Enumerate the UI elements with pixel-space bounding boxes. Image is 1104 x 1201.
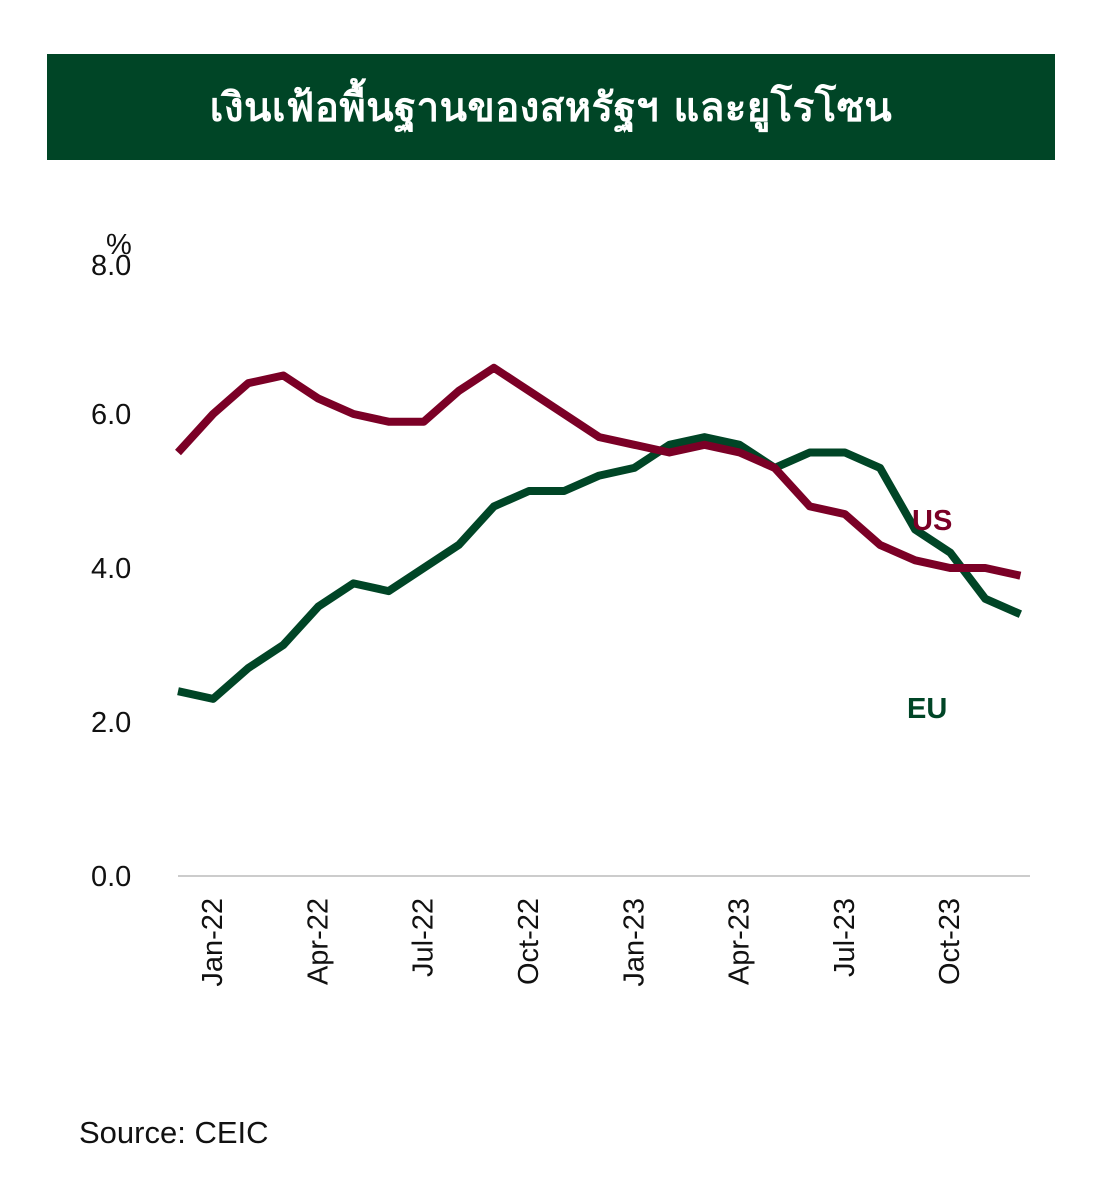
y-tick-label: 2.0	[91, 707, 131, 739]
y-tick-label: 4.0	[91, 553, 131, 585]
x-tick-label: Jul-23	[829, 898, 861, 977]
x-tick-label: Jan-23	[618, 898, 650, 987]
series-lines	[175, 363, 1023, 703]
y-axis-unit-label: %	[106, 229, 132, 261]
x-tick-labels: Jan-22 Apr-22 Jul-22 Oct-22 Jan-23 Apr-23 Jul-…	[197, 898, 966, 987]
y-tick-label: 6.0	[91, 399, 131, 431]
x-tick-label: Apr-23	[724, 898, 756, 985]
title-banner: เงินเฟ้อพื้นฐานของสหรัฐฯ และยูโรโซน	[47, 54, 1055, 160]
series-label-us: US	[912, 505, 952, 537]
series-label-eu: EU	[907, 693, 947, 725]
x-tick-label: Oct-22	[513, 898, 545, 985]
source-note: Source: CEIC	[79, 1115, 269, 1150]
x-tick-label: Apr-22	[302, 898, 334, 985]
x-tick-label: Jan-22	[197, 898, 229, 987]
y-tick-labels: 0.0 2.0 4.0 6.0 8.0	[91, 250, 131, 893]
y-tick-label: 0.0	[91, 861, 131, 893]
x-tick-label: Oct-23	[934, 898, 966, 985]
eu-line	[177, 433, 1023, 703]
x-tick-label: Jul-22	[408, 898, 440, 977]
us-line	[175, 363, 1022, 580]
chart-title: เงินเฟ้อพื้นฐานของสหรัฐฯ และยูโรโซน	[209, 85, 893, 131]
y-tick-label: 8.0	[91, 250, 131, 282]
